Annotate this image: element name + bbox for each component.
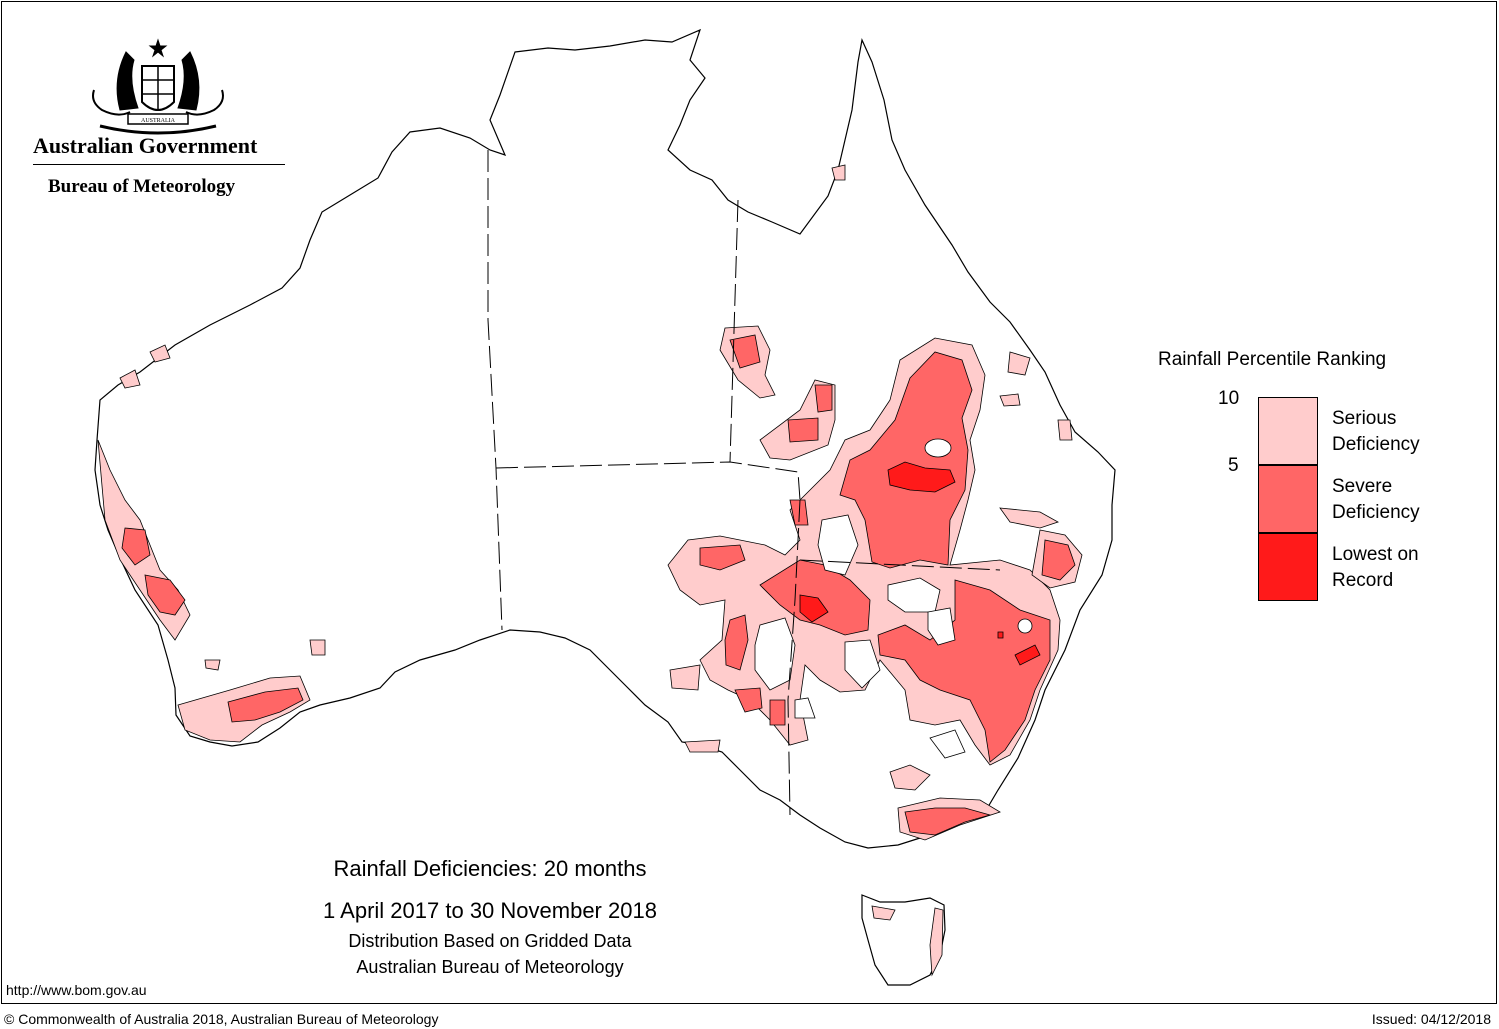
lowest-on-record-areas bbox=[799, 461, 1041, 666]
legend-swatch-severe bbox=[1258, 465, 1318, 533]
website-link[interactable]: http://www.bom.gov.au bbox=[6, 982, 147, 998]
non-deficient-holes bbox=[754, 438, 1033, 759]
organization-name: Australian Government bbox=[33, 133, 258, 158]
bureau-name: Bureau of Meteorology bbox=[48, 176, 236, 197]
legend-title: Rainfall Percentile Ranking bbox=[1158, 349, 1387, 370]
map-period: 1 April 2017 to 30 November 2018 bbox=[323, 898, 657, 923]
australia-map bbox=[94, 28, 1116, 986]
map-title: Rainfall Deficiencies: 20 months bbox=[333, 856, 647, 881]
copyright-notice: © Commonwealth of Australia 2018, Austra… bbox=[4, 1011, 439, 1027]
map-frame bbox=[1, 1, 1497, 1004]
state-borders bbox=[487, 150, 1001, 816]
legend-label-serious: Serious Deficiency bbox=[1332, 408, 1420, 455]
header-divider bbox=[33, 164, 285, 165]
map-subtitle-1: Distribution Based on Gridded Data bbox=[348, 931, 632, 951]
severe-deficiency-areas bbox=[121, 334, 1076, 836]
legend-swatch-serious bbox=[1258, 397, 1318, 465]
issued-date: Issued: 04/12/2018 bbox=[1371, 1011, 1491, 1027]
map-subtitle-2: Australian Bureau of Meteorology bbox=[356, 957, 624, 977]
crest-banner-text: AUSTRALIA bbox=[141, 118, 176, 124]
legend-tick-10: 10 bbox=[1218, 388, 1240, 409]
legend-label-severe: Severe Deficiency bbox=[1332, 476, 1420, 523]
legend-label-lowest: Lowest on Record bbox=[1332, 544, 1419, 591]
legend-swatch-lowest bbox=[1258, 533, 1318, 601]
coat-of-arms-logo: AUSTRALIA bbox=[92, 38, 224, 135]
legend-tick-5: 5 bbox=[1228, 455, 1239, 476]
